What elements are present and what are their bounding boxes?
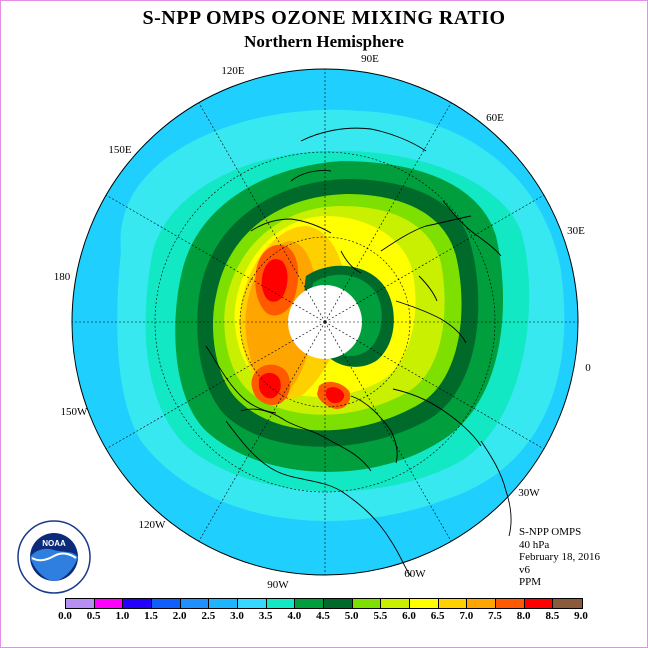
product-info-block: S-NPP OMPS 40 hPa February 18, 2016 v6 P… [519,526,600,589]
colorbar-tick-3.0: 3.0 [230,610,244,622]
colorbar-tick-4.5: 4.5 [316,610,330,622]
info-version: v6 [519,563,530,576]
page-subtitle: Northern Hemisphere [244,32,404,51]
band-8-5-south [259,372,281,399]
lon-label-60e: 60E [486,112,504,124]
noaa-logo-text: NOAA [42,539,66,548]
coastlines [205,127,512,577]
colorbar-swatch-1.5-2.0 [151,599,181,608]
colorbar-swatch-1.0-1.5 [123,599,152,608]
colorbar-tick-1.5: 1.5 [144,610,158,622]
colorbar-tick-3.5: 3.5 [258,610,273,622]
lon-label-30e: 30E [567,225,585,237]
band-8-5-north [261,259,288,302]
ozone-contour-field [72,69,578,575]
colorbar-tick-5.0: 5.0 [344,610,359,622]
info-date: February 18, 2016 [519,551,600,564]
colorbar-swatch-4.0-4.5 [295,599,324,608]
lon-label-90w: 90W [267,579,289,591]
lon-label-0: 0 [585,362,591,374]
colorbar-swatch-4.5-5.0 [323,599,353,608]
lon-label-60w: 60W [404,568,426,580]
colorbar [65,598,583,609]
lon-label-120w: 120W [138,519,166,531]
colorbar-swatch-3.5-4.0 [266,599,296,608]
colorbar-tick-6.0: 6.0 [402,610,416,622]
colorbar-swatch-7.0-7.5 [467,599,496,608]
colorbar-swatch-2.5-3.0 [209,599,238,608]
colorbar-swatch-8.0-8.5 [524,599,554,608]
graticule [72,69,578,575]
lon-label-30w: 30W [518,487,540,499]
colorbar-swatch-6.5-7.0 [438,599,468,608]
colorbar-tick-0.0: 0.0 [58,610,72,622]
noaa-logo: NOAA [17,520,91,594]
colorbar-tick-4.0: 4.0 [287,610,302,622]
colorbar-tick-1.0: 1.0 [115,610,130,622]
info-units: PPM [519,576,542,589]
colorbar-tick-0.5: 0.5 [86,610,101,622]
colorbar-tick-7.5: 7.5 [488,610,502,622]
band-8-5-east [325,387,345,404]
colorbar-tick-5.5: 5.5 [373,610,388,622]
map-border-circle [71,68,579,576]
colorbar-swatch-0.0-0.5 [66,599,95,608]
colorbar-swatch-5.0-5.5 [352,599,382,608]
lon-label-150e: 150E [108,144,132,156]
colorbar-swatch-3.0-3.5 [237,599,267,608]
colorbar-swatch-6.0-6.5 [409,599,439,608]
page-title: S-NPP OMPS OZONE MIXING RATIO [142,7,506,29]
lon-label-90e: 90E [361,53,379,65]
info-level: 40 hPa [519,538,550,551]
colorbar-tick-9.0: 9.0 [574,610,588,622]
colorbar-tick-2.0: 2.0 [172,610,187,622]
colorbar-tick-7.0: 7.0 [459,610,474,622]
colorbar-tick-8.5: 8.5 [545,610,560,622]
colorbar-tick-8.0: 8.0 [516,610,531,622]
colorbar-tick-6.5: 6.5 [430,610,445,622]
lon-label-120e: 120E [221,65,245,77]
colorbar-swatch-0.5-1.0 [94,599,124,608]
colorbar-swatch-7.5-8.0 [495,599,525,608]
info-instrument: S-NPP OMPS [519,526,582,538]
colorbar-swatch-5.5-6.0 [381,599,410,608]
lon-label-150w: 150W [60,406,88,418]
colorbar-swatch-8.5-9.0 [553,599,582,608]
colorbar-tick-2.5: 2.5 [201,610,216,622]
lon-label-180: 180 [53,271,71,283]
colorbar-swatch-2.0-2.5 [180,599,210,608]
